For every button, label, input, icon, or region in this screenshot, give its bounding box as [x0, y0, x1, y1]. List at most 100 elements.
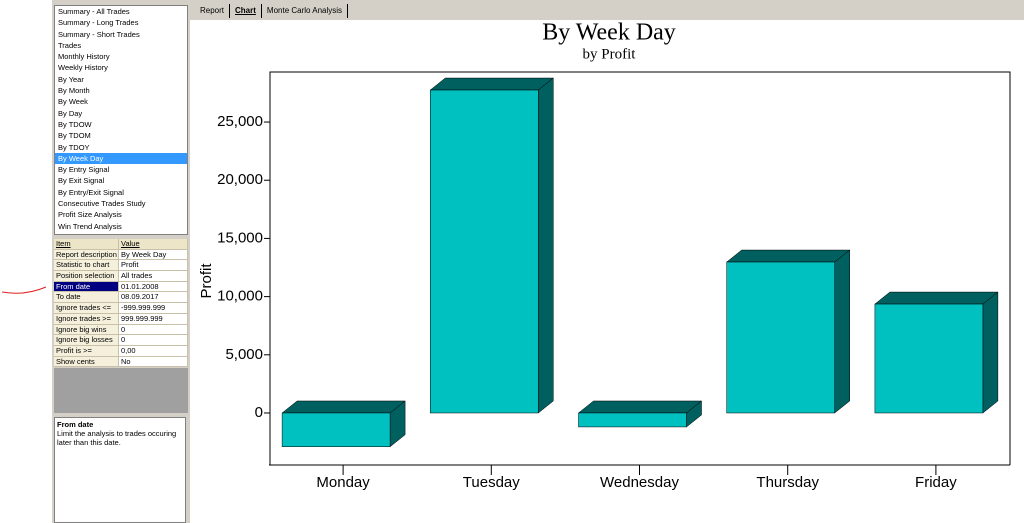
property-row[interactable]: Ignore trades <= -999.999.999: [54, 303, 188, 314]
annotation: [1, 286, 47, 294]
bar-side: [686, 400, 702, 428]
x-tick-label: Monday: [316, 474, 370, 491]
property-name: Ignore trades >=: [54, 313, 119, 325]
list-item[interactable]: By Day: [58, 108, 83, 118]
tabs: Report Chart Monte Carlo Analysis: [195, 4, 349, 18]
list-item[interactable]: Summary - All Trades: [58, 7, 130, 16]
x-tick-label: Tuesday: [463, 474, 520, 491]
property-name: Position selection: [54, 271, 119, 282]
x-tick-label: Thursday: [756, 474, 819, 491]
list-item[interactable]: By Week Day: [55, 152, 187, 165]
bar-side: [834, 249, 850, 414]
property-value: Profit: [119, 260, 188, 272]
list-item[interactable]: Summary - Short Trades: [58, 29, 140, 39]
property-value: -999.999.999: [119, 303, 188, 314]
list-item[interactable]: By Entry/Exit Signal: [58, 187, 124, 197]
list-item[interactable]: By Exit Signal: [58, 176, 105, 186]
list-item[interactable]: Monthly History: [58, 52, 110, 62]
property-name: Ignore big losses: [54, 335, 119, 346]
x-tick-label: Friday: [915, 474, 957, 491]
property-row[interactable]: Statistic to chart Profit: [54, 260, 188, 272]
bar-top: [429, 77, 555, 91]
bar-top: [577, 400, 703, 414]
property-name: Ignore trades <=: [54, 303, 119, 314]
property-name: Show cents: [54, 356, 119, 368]
list-item[interactable]: Trades: [58, 40, 82, 50]
property-value: 999.999.999: [119, 313, 188, 325]
bar: [430, 89, 539, 414]
y-tick-label: 10,000: [217, 288, 263, 305]
list-item[interactable]: By Entry Signal: [58, 165, 110, 175]
report-list: Summary - All Trades Summary - Long Trade…: [54, 5, 188, 235]
property-row[interactable]: To date 08.09.2017: [54, 292, 188, 304]
property-name: From date: [54, 281, 119, 293]
property-name: Ignore big wins: [54, 324, 119, 336]
list-item[interactable]: Consecutive Trades Study: [58, 199, 146, 209]
properties-header: Item Value: [54, 239, 188, 250]
header-cell: Item: [54, 239, 119, 250]
list-item[interactable]: By TDOY: [58, 142, 90, 152]
spacer: [54, 368, 188, 413]
plot-frame: [269, 71, 1011, 465]
y-tick-label: 25,000: [217, 113, 263, 130]
y-axis-label: Profit: [198, 263, 215, 299]
tab-bar: [190, 0, 1024, 20]
property-value: 0: [119, 324, 188, 336]
property-row[interactable]: Report description By Week Day: [54, 249, 188, 261]
property-name: Report description: [54, 249, 119, 261]
bar: [874, 303, 984, 414]
header-cell: Value: [119, 239, 188, 250]
list-item[interactable]: By Year: [58, 74, 84, 84]
y-tick-label: 5,000: [225, 346, 263, 363]
property-row[interactable]: From date 01.01.2008: [54, 281, 188, 293]
bar: [578, 412, 687, 428]
list-item[interactable]: By Month: [58, 86, 90, 96]
properties: Item Value Report description By Week Day St…: [54, 239, 188, 368]
property-value: 01.01.2008: [119, 281, 188, 293]
property-row[interactable]: Ignore big losses 0: [54, 335, 188, 346]
list-item[interactable]: Weekly History: [58, 63, 108, 73]
list-item[interactable]: Summary - Long Trades: [58, 18, 139, 28]
property-value: All trades: [119, 271, 188, 282]
list-item[interactable]: Win Trend Analysis: [58, 221, 122, 231]
property-value: No: [119, 356, 188, 368]
property-value: 08.09.2017: [119, 292, 188, 304]
property-row[interactable]: Profit is >= 0,00: [54, 345, 188, 357]
bar-top: [725, 249, 851, 263]
bar-side: [982, 291, 999, 414]
bar-top: [281, 400, 406, 414]
help-box: From date Limit the analysis to trades o…: [54, 417, 186, 523]
y-tick-label: 20,000: [217, 171, 263, 188]
list-item[interactable]: By TDOM: [58, 131, 91, 141]
list-item[interactable]: Profit Size Analysis: [58, 210, 122, 220]
tab[interactable]: Report: [195, 4, 231, 18]
left-panel: Summary - All Trades Summary - Long Trade…: [52, 0, 190, 523]
property-name: Statistic to chart: [54, 260, 119, 272]
bar-side: [538, 77, 554, 414]
y-tick-label: 15,000: [217, 229, 263, 246]
property-row[interactable]: Ignore big wins 0: [54, 324, 188, 336]
property-name: Profit is >=: [54, 345, 119, 357]
help-text: Limit the analysis to trades occuring la…: [57, 429, 177, 447]
bar-top: [874, 291, 999, 305]
bar: [281, 412, 391, 447]
property-row[interactable]: Ignore trades >= 999.999.999: [54, 313, 188, 325]
help-title: From date: [57, 420, 94, 429]
x-tick-label: Wednesday: [600, 474, 679, 491]
property-row[interactable]: Position selection All trades: [54, 271, 188, 282]
property-value: 0: [119, 335, 188, 346]
list-item[interactable]: By Week: [58, 97, 88, 107]
chart-bg: [192, 20, 1024, 523]
list-item[interactable]: By TDOW: [58, 119, 92, 129]
bar-side: [389, 400, 406, 448]
property-value: By Week Day: [119, 249, 188, 261]
property-name: To date: [54, 292, 119, 304]
tab[interactable]: Chart: [230, 4, 262, 18]
bar: [726, 261, 835, 414]
y-tick-label: 0: [255, 404, 263, 421]
tab[interactable]: Monte Carlo Analysis: [262, 4, 349, 18]
property-row[interactable]: Show cents No: [54, 356, 188, 368]
chart-title: By Week Day: [542, 20, 676, 46]
property-value: 0,00: [119, 345, 188, 357]
